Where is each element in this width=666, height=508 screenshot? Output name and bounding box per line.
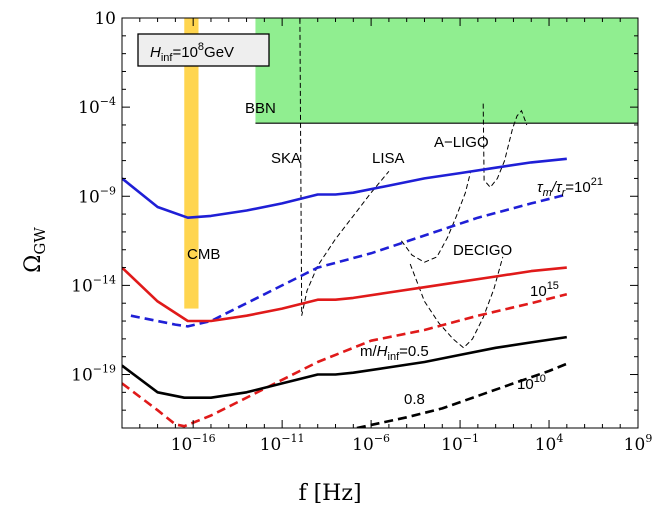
region-cmb (184, 18, 199, 309)
x-tick-label: 10−1 (441, 432, 479, 455)
x-tick-label: 104 (535, 432, 564, 455)
y-tick-label: 10−14 (71, 273, 116, 296)
annotation-1010: 1010 (517, 373, 546, 393)
x-tick-exp: −16 (192, 432, 215, 445)
y-tick-label: 10−9 (78, 184, 116, 207)
x-tick-label: 109 (624, 432, 653, 455)
series-blue-solid (122, 157, 567, 219)
x-tick-exp: −6 (374, 432, 390, 445)
parameter-h: H (150, 44, 161, 61)
x-axis-title: f [Hz] (298, 481, 361, 506)
y-tick-base: 10 (71, 276, 93, 296)
y-tick-exp: −4 (100, 95, 116, 108)
annotation-cmb: CMB (187, 246, 220, 263)
x-tick-exp: −11 (281, 432, 304, 445)
y-axis-title-sub: GW (31, 227, 49, 255)
x-tick-exp: −1 (463, 432, 479, 445)
annotations: m/Hinf=0.5 0.8 CMB BBN SKA LISA A−LIGO D… (187, 100, 603, 408)
y-tick-exp: −14 (93, 273, 116, 286)
annotation-ska: SKA (271, 150, 301, 167)
series-blue-dashed (130, 193, 568, 328)
x-tick-label: 10−11 (260, 432, 305, 455)
sensitivity-lisa (400, 171, 472, 263)
annotation-aligo: A−LIGO (434, 134, 489, 151)
annotation-08: 0.8 (404, 391, 425, 408)
anno-1010-sup: 10 (534, 373, 546, 385)
parameter-unit: GeV (204, 44, 234, 61)
anno-1015-base: 10 (530, 283, 547, 300)
annotation-tau: τm/τr=1021 (537, 176, 603, 199)
sensitivity-ska (299, 18, 390, 316)
series-red-dashed (122, 293, 568, 428)
anno-mass-tail: =0.5 (399, 343, 429, 360)
anno-1010-base: 10 (517, 376, 534, 393)
sensitivity-aligo (482, 103, 528, 189)
x-tick-exp: 4 (556, 432, 563, 445)
x-tick-base: 10 (171, 435, 193, 455)
regions-layer (184, 18, 638, 309)
x-tick-label: 10−16 (171, 432, 216, 455)
x-tick-base: 10 (441, 435, 463, 455)
anno-tau-sup: 21 (591, 176, 603, 188)
series-black-dashed (356, 362, 568, 428)
anno-tau-m: τ (537, 179, 544, 196)
x-tick-exp: 9 (645, 432, 652, 445)
y-tick-label: 10 (94, 9, 116, 29)
anno-mass-sub: inf (388, 351, 401, 363)
parameter-sup: 8 (198, 41, 204, 53)
anno-mass-a: m/ (360, 343, 377, 360)
annotation-bbn: BBN (245, 100, 276, 117)
ticks-layer: 10−16 10−11 10−6 10−1 104 1091010−410−910−141… (71, 9, 652, 455)
annotation-decigo: DECIGO (453, 242, 512, 259)
parameter-sub: inf (161, 52, 174, 64)
y-tick-exp: −9 (100, 184, 116, 197)
y-tick-base: 10 (71, 366, 93, 386)
y-tick-base: 10 (78, 187, 100, 207)
anno-1015-sup: 15 (547, 280, 559, 292)
parameter-box: Hinf=108GeV (137, 33, 270, 67)
x-tick-base: 10 (535, 435, 557, 455)
anno-tau-r-sub: r (562, 187, 567, 199)
anno-tau-r: /τ (551, 179, 563, 196)
region-bbn (255, 18, 638, 124)
sensitivity-layer (299, 18, 528, 349)
y-tick-base: 10 (78, 98, 100, 118)
anno-tau-eq: =10 (565, 179, 590, 196)
annotation-mass: m/Hinf=0.5 (360, 343, 429, 363)
series-red-solid (122, 266, 567, 323)
annotation-1015: 1015 (530, 280, 559, 300)
anno-tau-m-sub: m (543, 187, 552, 199)
y-tick-label: 10−4 (78, 95, 116, 118)
anno-mass-h: H (377, 343, 388, 360)
parameter-box-text: Hinf=108GeV (150, 41, 234, 64)
y-tick-base: 10 (94, 9, 116, 29)
series-black-solid (122, 335, 567, 400)
sensitivity-decigo (409, 256, 504, 349)
x-tick-base: 10 (352, 435, 374, 455)
y-tick-label: 10−19 (71, 363, 116, 386)
x-tick-label: 10−6 (352, 432, 390, 455)
parameter-box-frame (137, 33, 270, 67)
series-layer (122, 157, 568, 428)
y-axis-title: ΩGW (21, 227, 49, 273)
plot-frame (121, 17, 639, 429)
x-tick-base: 10 (624, 435, 646, 455)
y-tick-exp: −19 (93, 363, 116, 376)
annotation-lisa: LISA (372, 150, 405, 167)
x-tick-base: 10 (260, 435, 282, 455)
parameter-eq: =10 (172, 44, 197, 61)
y-axis-title-omega: Ω (21, 255, 46, 273)
